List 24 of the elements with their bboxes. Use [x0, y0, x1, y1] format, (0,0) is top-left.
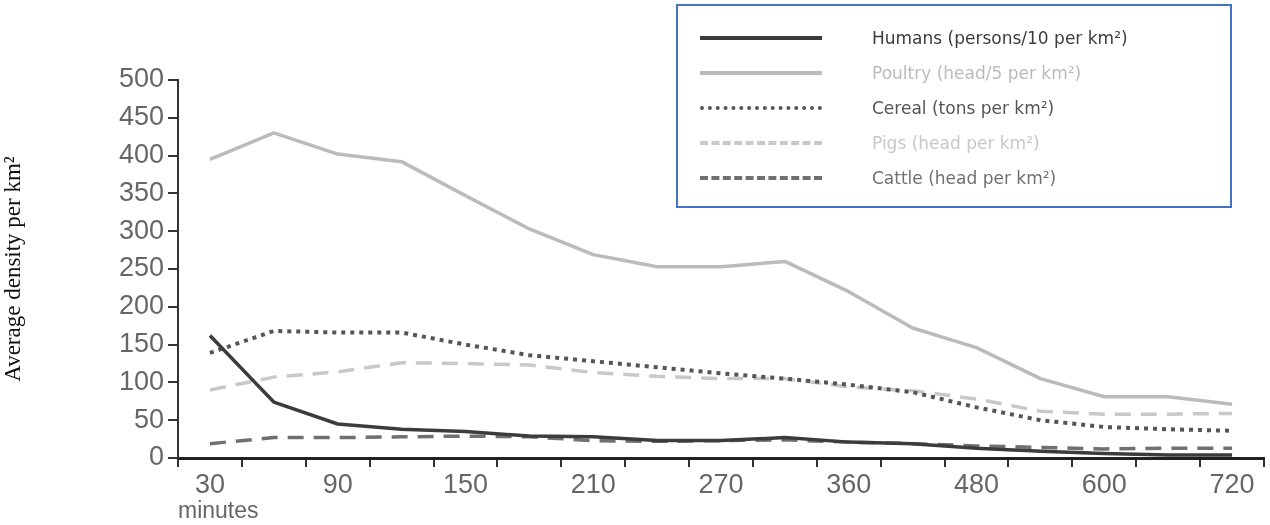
y-tick-label: 500	[118, 63, 164, 94]
y-tick-label: 150	[118, 328, 164, 359]
line-series	[208, 360, 1234, 416]
y-tick-label: 250	[118, 252, 164, 283]
x-tick-label: 210	[570, 468, 616, 499]
x-tick-label: 480	[954, 468, 1000, 499]
y-tick-label: 200	[118, 290, 164, 321]
y-tick-label: 50	[133, 403, 164, 434]
x-tick-label: 600	[1081, 468, 1127, 499]
y-tick-label: 450	[118, 101, 164, 132]
line-series	[208, 434, 1234, 451]
x-tick-label: 270	[698, 468, 744, 499]
y-axis-title: Average density per km²	[0, 156, 25, 382]
y-tick-label: 0	[148, 441, 164, 472]
y-tick-label: 400	[118, 139, 164, 170]
x-axis-title: minutes	[178, 496, 259, 523]
x-tick-label: 90	[322, 468, 353, 499]
x-tick-label: 30	[194, 468, 225, 499]
y-tick-label: 100	[118, 365, 164, 396]
x-tick-label: 720	[1209, 468, 1255, 499]
x-tick-label: 150	[442, 468, 488, 499]
x-tick-label: 360	[826, 468, 872, 499]
y-tick-label: 300	[118, 214, 164, 245]
y-tick-label: 350	[118, 176, 164, 207]
